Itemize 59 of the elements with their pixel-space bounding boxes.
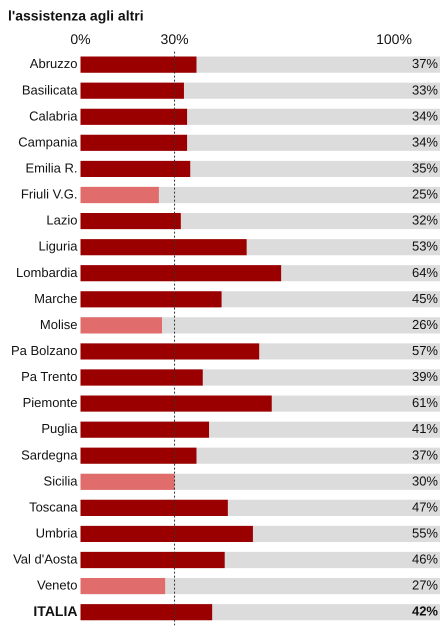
data-label: 45% <box>412 290 438 306</box>
bar <box>80 578 166 594</box>
data-label: 37% <box>412 447 438 462</box>
data-label: 25% <box>412 186 438 202</box>
data-label: 53% <box>412 238 438 254</box>
chart-title: l'assistenza agli altri <box>8 7 144 24</box>
y-tick-label: Abruzzo <box>30 56 78 72</box>
y-tick-label: Sardegna <box>21 447 78 462</box>
y-tick-label: Val d'Aosta <box>13 552 78 567</box>
bar <box>80 160 190 178</box>
y-tick-label: Sicilia <box>44 473 78 488</box>
y-tick-label: Friuli V.G. <box>20 186 78 202</box>
y-tick-label: Campania <box>18 134 78 150</box>
y-tick-label: Molise <box>40 316 78 332</box>
y-tick-label: Pa Bolzano <box>10 343 78 358</box>
y-tick-label: ITALIA <box>33 603 78 620</box>
y-tick-label: Piemonte <box>22 395 78 410</box>
bar <box>80 186 159 204</box>
data-label: 47% <box>412 499 438 514</box>
y-tick-label: Basilicata <box>22 82 78 98</box>
bar <box>80 134 188 151</box>
y-tick-label: Liguria <box>38 238 78 254</box>
bar <box>80 317 162 334</box>
y-tick-label: Toscana <box>29 499 78 514</box>
x-tick-label: 100% <box>376 31 412 48</box>
y-tick-label: Veneto <box>36 578 78 593</box>
x-tick-label: 0% <box>70 31 91 48</box>
data-label: 33% <box>412 82 438 98</box>
data-label: 39% <box>412 369 438 384</box>
y-tick-label: Umbria <box>36 526 78 541</box>
data-label: 41% <box>412 421 438 436</box>
y-tick-label: Marche <box>34 290 78 306</box>
bar <box>80 448 196 464</box>
data-label: 55% <box>412 526 438 541</box>
data-label: 57% <box>412 343 438 358</box>
data-label: 32% <box>412 212 438 228</box>
bar <box>80 212 181 230</box>
y-tick-label: Emilia R. <box>25 160 78 176</box>
data-label: 27% <box>412 578 438 593</box>
bar <box>80 56 196 73</box>
y-tick-label: Lombardia <box>16 264 78 280</box>
y-tick-label: Calabria <box>29 108 78 124</box>
y-tick-label: Puglia <box>41 421 78 436</box>
bar <box>80 474 175 490</box>
data-label: 35% <box>412 160 438 176</box>
y-tick-label: Pa Trento <box>21 369 78 384</box>
bar <box>80 82 184 99</box>
data-label: 42% <box>412 604 438 619</box>
y-tick-label: Lazio <box>46 212 78 228</box>
data-label: 37% <box>412 56 438 72</box>
data-label: 64% <box>412 264 438 280</box>
bar <box>80 108 188 125</box>
x-tick-label: 30% <box>160 31 189 48</box>
data-label: 26% <box>412 316 438 332</box>
data-label: 30% <box>412 473 438 488</box>
data-label: 34% <box>412 108 438 124</box>
data-label: 34% <box>412 134 438 150</box>
data-label: 46% <box>412 552 438 567</box>
data-label: 61% <box>412 395 438 410</box>
